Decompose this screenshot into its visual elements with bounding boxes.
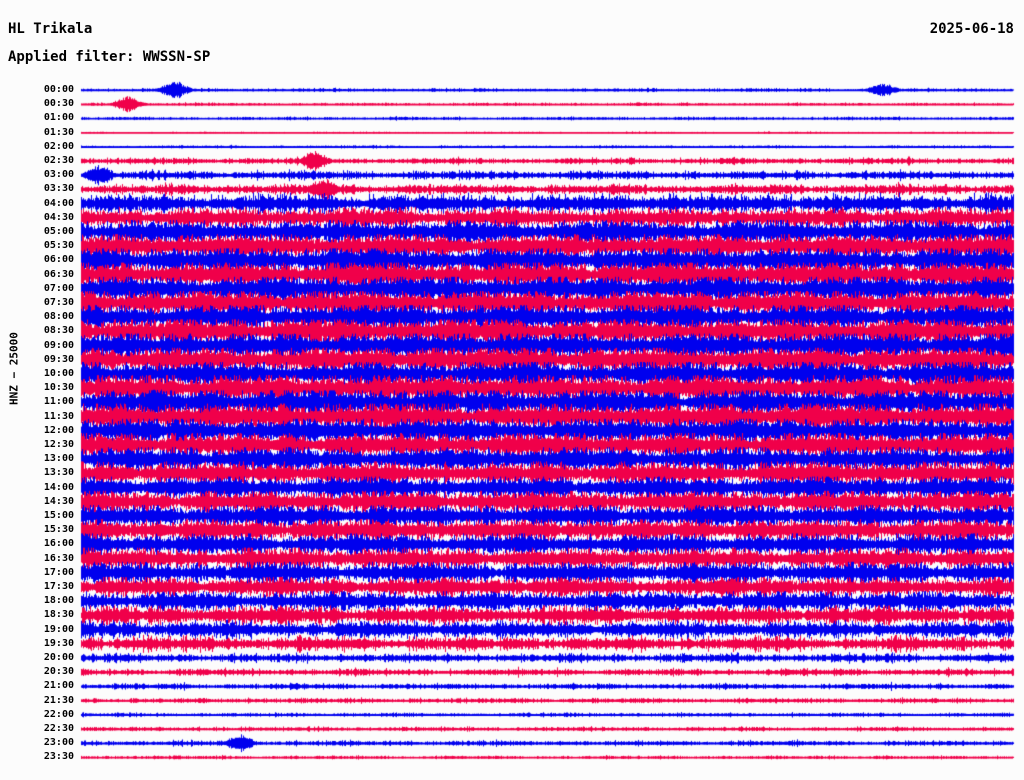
record-date: 2025-06-18 xyxy=(929,21,1014,37)
page-title: HL Trikala xyxy=(8,21,93,37)
applied-filter-label: Applied filter: WWSSN-SP xyxy=(8,49,211,65)
helicorder-plot xyxy=(0,78,1024,778)
seismic-trace-canvas xyxy=(0,78,1024,778)
